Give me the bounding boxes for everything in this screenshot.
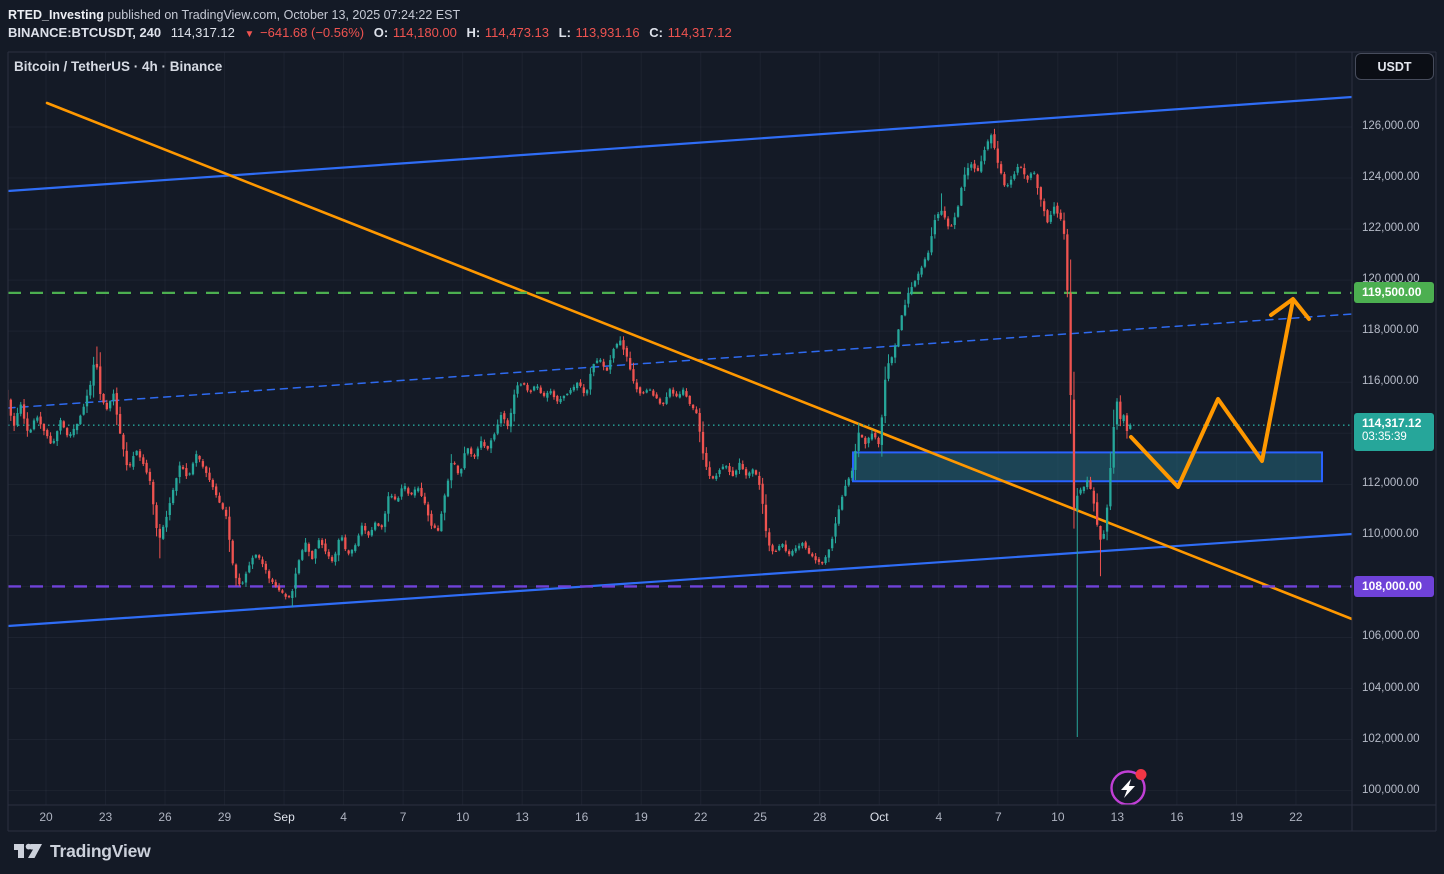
- low-label: L:: [558, 25, 571, 40]
- time-tick-label: Oct: [869, 810, 889, 824]
- footer-bar: TradingView: [0, 831, 1444, 874]
- lower-channel-line[interactable]: [8, 532, 1352, 628]
- attribution-text: published on TradingView.com, October 13…: [103, 8, 461, 22]
- descending-orange-trendline[interactable]: [45, 101, 1352, 621]
- tradingview-logo-icon: [14, 843, 42, 858]
- price-tick-label: 118,000.00: [1362, 324, 1419, 337]
- time-tick-label: 13: [1110, 810, 1125, 824]
- projection-arrowhead-icon: [1269, 297, 1311, 321]
- price-tick-label: 112,000.00: [1362, 477, 1419, 490]
- time-tick-label: 23: [98, 810, 113, 824]
- time-tick-label: 25: [753, 810, 767, 824]
- price-tick-label: 116,000.00: [1362, 375, 1419, 388]
- open-label: O:: [373, 25, 389, 40]
- pane-title: Bitcoin / TetherUS · 4h · Binance: [14, 59, 223, 74]
- time-tick-label: 28: [813, 810, 827, 824]
- price-tick-label: 126,000.00: [1362, 120, 1420, 132]
- time-tick-label: Sep: [273, 810, 295, 824]
- upper-channel-line[interactable]: [8, 95, 1352, 193]
- plot-area[interactable]: [6, 52, 1352, 805]
- price-tick-label: 110,000.00: [1362, 528, 1419, 541]
- price-tick-label: 102,000.00: [1362, 732, 1420, 745]
- price-tick-label: 100,000.00: [1362, 783, 1420, 796]
- time-tick-label: 16: [1170, 810, 1184, 824]
- author-name: RTED_Investing: [8, 8, 104, 22]
- high-value: 114,473.13: [484, 25, 549, 40]
- close-value: 114,317.12: [667, 25, 732, 40]
- time-tick-label: 22: [1289, 810, 1303, 824]
- price-tick-label: 122,000.00: [1362, 222, 1420, 235]
- time-tick-label: 4: [340, 810, 347, 824]
- attribution-line: RTED_Investing published on TradingView.…: [8, 6, 460, 24]
- time-tick-label: 7: [994, 810, 1002, 824]
- time-tick-label: 26: [158, 810, 172, 824]
- price-tick-label: 104,000.00: [1362, 681, 1420, 694]
- symbol-name: BINANCE:BTCUSDT, 240: [8, 25, 162, 40]
- price-tick-label: 106,000.00: [1362, 630, 1420, 643]
- last-price: 114,317.12: [170, 25, 235, 40]
- current-price-label: 114,317.12 03:35:39: [1354, 413, 1434, 452]
- flash-icon[interactable]: [1110, 769, 1147, 805]
- time-tick-label: 10: [455, 810, 470, 824]
- projection-arrow-path[interactable]: [1129, 298, 1295, 489]
- time-tick-label: 20: [39, 810, 53, 824]
- support-level-label: 108,000.00: [1354, 575, 1434, 597]
- tradingview-logo[interactable]: TradingView: [13, 840, 151, 862]
- price-change: −641.68 (−0.56%): [260, 25, 365, 40]
- resistance-level-label: 119,500.00: [1354, 282, 1434, 304]
- down-arrow-icon: ▼: [244, 29, 255, 40]
- price-tick-label: 124,000.00: [1362, 171, 1420, 184]
- time-tick-label: 16: [574, 810, 589, 824]
- open-value: 114,180.00: [392, 25, 457, 40]
- high-label: H:: [466, 25, 481, 40]
- time-tick-label: 19: [1229, 810, 1244, 824]
- price-axis[interactable]: 126,000.00 124,000.00 122,000.00 120,000.00…: [1352, 52, 1436, 831]
- mid-channel-dashed-line[interactable]: [8, 313, 1352, 409]
- symbol-ohlc-line: BINANCE:BTCUSDT, 240 114,317.12 ▼ −641.6…: [8, 25, 738, 40]
- price-tick-label: 120,000.00: [1362, 273, 1420, 286]
- time-tick-label: 7: [399, 810, 407, 824]
- time-axis[interactable]: 20 23 26 29 Sep 4 7 10 13 16 19 22 25 28 Oct 4 7 10 13 16 19…: [0, 805, 1444, 831]
- time-tick-label: 19: [634, 810, 648, 824]
- tradingview-wordmark: TradingView: [50, 840, 151, 861]
- time-tick-label: 29: [217, 810, 232, 824]
- supply-zone[interactable]: [852, 451, 1323, 483]
- time-tick-label: 4: [935, 810, 943, 824]
- time-tick-label: 22: [694, 810, 708, 824]
- time-tick-label: 10: [1051, 810, 1065, 824]
- close-label: C:: [649, 25, 663, 40]
- grid-lines: [8, 52, 1352, 805]
- candles: [8, 128, 1132, 737]
- time-tick-label: 13: [515, 810, 529, 824]
- low-value: 113,931.16: [575, 25, 640, 40]
- currency-toggle-button[interactable]: USDT: [1355, 53, 1434, 80]
